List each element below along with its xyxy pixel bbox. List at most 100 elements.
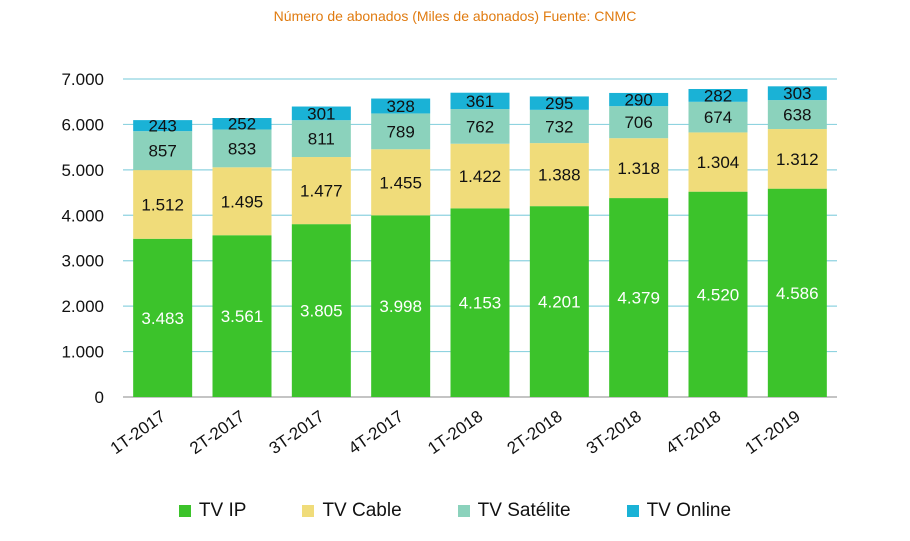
bar-stack: 3.805 1.477 811 301: [291, 104, 351, 397]
data-label: 1.388: [538, 166, 581, 185]
y-tick-label: 3.000: [61, 252, 104, 271]
bar-segment: [212, 167, 272, 236]
data-label: 1.512: [141, 195, 184, 214]
bar-segment: [371, 98, 431, 114]
data-label: 1.312: [776, 150, 819, 169]
data-label: 3.483: [141, 309, 184, 328]
bar-segment: [529, 206, 589, 397]
bar-segment: [133, 120, 193, 132]
x-tick-label: 1T-2018: [424, 407, 486, 458]
x-tick-label: 3T-2017: [266, 407, 328, 458]
x-tick-label: 2T-2018: [504, 407, 566, 458]
legend-label: TV Cable: [322, 500, 402, 521]
legend-swatch: [302, 505, 315, 517]
data-label: 638: [783, 106, 811, 125]
y-tick-label: 4.000: [61, 206, 104, 225]
legend-item: TV IP: [178, 500, 247, 522]
x-tick-label: 1T-2017: [107, 407, 169, 458]
bar-segment: [529, 109, 589, 144]
bar-segment: [212, 118, 272, 130]
bar-segment: [291, 120, 351, 158]
legend-label: TV Online: [646, 500, 732, 521]
stacked-bar-chart: 0 1.000 2.000 3.000 4.000 5.000 6.000 7.000 3.4…: [61, 70, 837, 458]
legend-item: TV Online: [626, 500, 732, 522]
bar-segment: [450, 109, 510, 144]
data-label: 282: [704, 86, 732, 105]
legend-swatch: [457, 505, 470, 517]
bar-segment: [450, 92, 510, 110]
x-tick-label: 4T-2017: [345, 407, 407, 458]
x-tick-label: 3T-2018: [583, 407, 645, 458]
bar-segment: [133, 131, 193, 171]
data-label: 3.805: [300, 302, 343, 321]
bar-segment: [212, 235, 272, 397]
legend-label: TV IP: [198, 500, 247, 521]
bar-segment: [609, 106, 669, 139]
bar-segment: [688, 132, 748, 192]
data-label: 1.477: [300, 182, 343, 201]
data-label: 4.379: [617, 289, 660, 308]
data-label: 243: [148, 117, 176, 136]
y-tick-label: 6.000: [61, 115, 104, 134]
legend: TV IP TV Cable TV Satélite TV Online: [0, 500, 910, 522]
bars: 3.483 1.512 857 243 3.561 1.495 833 252 3.805 1.4…: [133, 84, 827, 397]
data-label: 3.561: [221, 307, 264, 326]
data-label: 328: [386, 97, 414, 116]
data-label: 1.422: [459, 167, 502, 186]
bar-segment: [133, 238, 193, 397]
data-label: 857: [148, 142, 176, 161]
y-tick-label: 0: [95, 388, 104, 407]
bar-segment: [767, 86, 827, 101]
bar-stack: 4.153 1.422 762 361: [450, 92, 510, 397]
data-label: 290: [624, 91, 652, 110]
y-tick-label: 2.000: [61, 297, 104, 316]
y-tick-label: 1.000: [61, 343, 104, 362]
data-label: 833: [228, 139, 256, 158]
bar-segment: [767, 188, 827, 397]
data-label: 4.520: [697, 285, 740, 304]
data-label: 706: [624, 113, 652, 132]
bar-segment: [212, 129, 272, 168]
bar-stack: 4.379 1.318 706 290: [609, 91, 669, 397]
data-label: 361: [466, 92, 494, 111]
data-label: 303: [783, 84, 811, 103]
bar-segment: [450, 208, 510, 397]
data-label: 295: [545, 94, 573, 113]
data-label: 4.201: [538, 293, 581, 312]
bar-segment: [609, 138, 669, 199]
data-label: 4.153: [459, 294, 502, 313]
bar-segment: [371, 149, 431, 216]
y-tick-label: 7.000: [61, 70, 104, 89]
data-label: 811: [308, 130, 335, 149]
data-label: 1.455: [379, 173, 422, 192]
bar-stack: 3.561 1.495 833 252: [212, 115, 272, 397]
bar-segment: [529, 96, 589, 110]
bar-stack: 4.520 1.304 674 282: [688, 86, 748, 397]
bar-segment: [450, 143, 510, 209]
data-label: 762: [466, 117, 494, 136]
bar-segment: [767, 129, 827, 189]
bar-segment: [371, 215, 431, 397]
bar-segment: [609, 92, 669, 107]
bar-stack: 4.201 1.388 732 295: [529, 94, 589, 397]
legend-swatch: [626, 505, 639, 517]
x-axis: 1T-2017 2T-2017 3T-2017 4T-2017 1T-2018 2T-20…: [107, 407, 804, 458]
bar-segment: [371, 113, 431, 150]
bar-segment: [688, 101, 748, 133]
data-label: 674: [704, 108, 732, 127]
legend-label: TV Satélite: [477, 500, 571, 521]
data-label: 732: [545, 117, 573, 136]
data-label: 1.304: [697, 153, 740, 172]
bar-segment: [529, 143, 589, 207]
bar-segment: [609, 198, 669, 397]
y-tick-label: 5.000: [61, 161, 104, 180]
bar-stack: 3.483 1.512 857 243: [133, 117, 193, 397]
data-label: 252: [228, 115, 256, 134]
bar-segment: [291, 106, 351, 121]
legend-item: TV Satélite: [457, 500, 571, 522]
legend-item: TV Cable: [302, 500, 402, 522]
bar-stack: 3.998 1.455 789 328: [371, 97, 431, 397]
bar-stack: 4.586 1.312 638 303: [767, 84, 827, 397]
x-tick-label: 4T-2018: [662, 407, 724, 458]
legend-swatch: [178, 505, 191, 517]
